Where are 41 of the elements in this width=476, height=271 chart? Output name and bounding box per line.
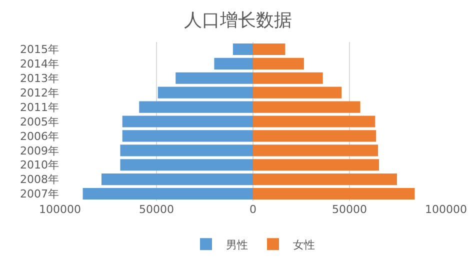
bar bbox=[253, 43, 286, 56]
bar bbox=[253, 72, 323, 84]
x-tick-label: 100000 bbox=[39, 203, 81, 216]
bar bbox=[253, 86, 342, 98]
y-tick-label: 2008年 bbox=[20, 173, 59, 186]
y-tick-label: 2014年 bbox=[20, 58, 59, 71]
bar bbox=[176, 72, 253, 84]
y-tick-label: 2010年 bbox=[20, 158, 59, 172]
y-tick-label: 2015年 bbox=[20, 43, 59, 56]
bar bbox=[122, 116, 253, 128]
y-tick-label: 2012年 bbox=[20, 86, 59, 100]
bar bbox=[253, 116, 376, 128]
bar bbox=[122, 130, 253, 142]
bar bbox=[253, 188, 415, 200]
x-tick-label: 100000 bbox=[425, 203, 467, 216]
bar bbox=[139, 101, 253, 113]
bar bbox=[120, 159, 253, 171]
x-tick-label: 50000 bbox=[139, 203, 174, 216]
bar bbox=[214, 58, 253, 70]
bar bbox=[82, 188, 253, 200]
y-tick-label: 2011年 bbox=[20, 100, 59, 114]
bar bbox=[120, 144, 253, 156]
legend-label: 女性 bbox=[293, 238, 315, 252]
bar bbox=[253, 130, 376, 142]
bar bbox=[253, 101, 360, 113]
bar bbox=[253, 58, 304, 70]
chart-title: 人口增长数据 bbox=[184, 10, 292, 32]
legend-label: 男性 bbox=[226, 238, 248, 252]
bar bbox=[253, 174, 397, 186]
y-tick-label: 2007年 bbox=[20, 188, 59, 201]
y-tick-label: 2009年 bbox=[20, 144, 59, 158]
bar bbox=[253, 159, 380, 171]
y-tick-label: 2013年 bbox=[20, 72, 59, 85]
bar bbox=[158, 86, 253, 98]
x-tick-label: 0 bbox=[250, 203, 256, 216]
bar bbox=[253, 144, 378, 156]
x-tick-label: 50000 bbox=[332, 203, 367, 216]
y-tick-label: 2006年 bbox=[20, 130, 59, 143]
bar bbox=[232, 43, 253, 56]
y-tick-label: 2005年 bbox=[20, 115, 59, 128]
bar bbox=[102, 174, 253, 186]
